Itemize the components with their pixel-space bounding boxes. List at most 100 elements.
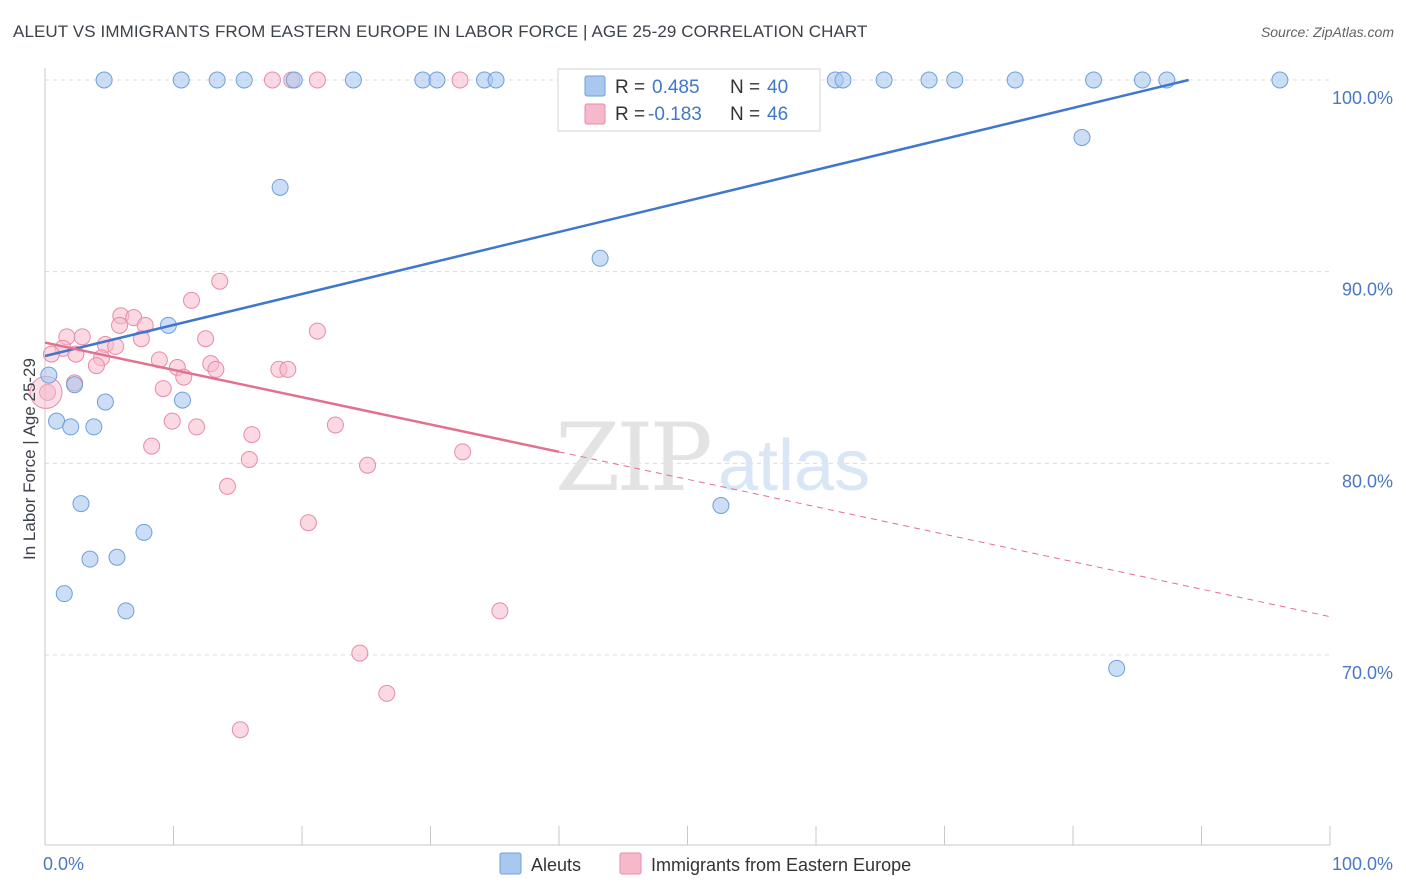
immigrant-point	[163, 412, 181, 430]
immigrant-point	[279, 360, 297, 378]
y-tick-label: 70.0%	[1342, 663, 1393, 683]
series-legend-label-aleuts: Aleuts	[531, 855, 581, 875]
legend-r-value-1: 0.485	[652, 77, 700, 98]
legend-r-label-1: R =	[615, 77, 645, 98]
chart-title: ALEUT VS IMMIGRANTS FROM EASTERN EUROPE …	[13, 22, 868, 41]
series-legend: Aleuts Immigrants from Eastern Europe	[499, 852, 911, 875]
aleut-point	[55, 585, 73, 603]
aleut-point	[285, 71, 303, 89]
series-legend-label-immigrants: Immigrants from Eastern Europe	[651, 855, 911, 875]
legend-n-label-2: N =	[730, 104, 760, 125]
aleut-point	[834, 71, 852, 89]
aleut-point	[95, 71, 113, 89]
legend-n-label-1: N =	[730, 77, 760, 98]
aleut-point	[108, 548, 126, 566]
aleut-point	[946, 71, 964, 89]
aleut-trend-line	[44, 78, 1189, 358]
immigrant-point	[87, 357, 105, 375]
immigrant-point	[231, 721, 249, 739]
series-legend-swatch-aleuts	[499, 852, 522, 875]
aleut-point	[487, 71, 505, 89]
aleut-point	[117, 602, 135, 620]
legend-r-label-2: R =	[615, 104, 645, 125]
aleut-point	[1271, 71, 1289, 89]
immigrant-point	[491, 602, 509, 620]
aleut-point	[208, 71, 226, 89]
aleut-point	[1006, 71, 1024, 89]
aleut-point	[1073, 129, 1091, 146]
x-tick-label: 100.0%	[1332, 854, 1393, 874]
aleut-point	[591, 249, 609, 267]
aleut-point	[1133, 71, 1151, 89]
aleut-point	[66, 376, 84, 394]
grid-lines	[45, 79, 1330, 656]
immigrant-point	[243, 426, 261, 444]
axes	[44, 68, 1331, 846]
immigrant-point	[454, 443, 472, 461]
aleut-point	[62, 418, 80, 436]
legend-r-value-2: -0.183	[648, 104, 702, 125]
immigrant-point	[351, 644, 369, 662]
immigrant-point	[111, 316, 129, 334]
immigrant-point	[263, 71, 281, 89]
immigrant-point	[197, 330, 215, 348]
y-axis-label: In Labor Force | Age 25-29	[20, 358, 39, 560]
aleut-point	[81, 550, 99, 568]
immigrant-point	[308, 322, 326, 340]
y-tick-labels: 70.0% 80.0% 90.0% 100.0%	[1332, 88, 1393, 683]
aleut-point	[428, 71, 446, 89]
series-legend-swatch-immigrants	[619, 852, 642, 875]
aleut-point	[1108, 659, 1126, 677]
y-tick-label: 100.0%	[1332, 88, 1393, 108]
immigrant-point	[207, 360, 225, 378]
immigrant-point	[188, 418, 206, 436]
aleut-point	[235, 71, 253, 89]
legend-n-value-1: 40	[767, 77, 788, 98]
immigrant-point	[308, 71, 326, 89]
aleut-point	[72, 495, 90, 513]
immigrant-point	[39, 383, 57, 401]
x-tick-labels: 0.0% 100.0%	[43, 854, 1393, 874]
legend-swatch-aleuts	[584, 75, 606, 97]
immigrant-point	[211, 272, 229, 290]
aleut-point	[271, 178, 289, 196]
trend-lines	[44, 78, 1331, 618]
immigrant-point	[359, 456, 377, 474]
immigrant-point	[154, 380, 172, 398]
watermark: ZIP atlas	[555, 404, 870, 513]
watermark-atlas: atlas	[718, 426, 870, 506]
aleut-point	[173, 391, 191, 409]
immigrant-point	[299, 514, 317, 532]
immigrant-point	[451, 71, 469, 89]
aleut-point	[875, 71, 893, 89]
aleut-point	[712, 497, 730, 514]
aleut-point	[172, 71, 190, 89]
immigrant-point	[143, 437, 161, 455]
watermark-zip: ZIP	[555, 404, 709, 513]
immigrant-point	[240, 451, 258, 468]
aleut-point	[414, 71, 432, 89]
aleut-points	[40, 71, 1289, 677]
y-tick-label: 90.0%	[1342, 280, 1393, 300]
aleut-point	[135, 523, 153, 541]
immigrant-trend-line	[44, 341, 560, 454]
aleut-point	[40, 366, 58, 384]
aleut-point	[1085, 71, 1103, 89]
stats-legend: R = 0.485 N = 40 R = -0.183 N = 46	[557, 68, 821, 132]
aleut-point	[96, 393, 114, 411]
immigrant-point	[378, 684, 396, 702]
source-credit: Source: ZipAtlas.com	[1260, 24, 1394, 40]
aleut-point	[85, 418, 103, 436]
aleut-point	[344, 71, 362, 89]
legend-n-value-2: 46	[767, 104, 788, 125]
immigrant-point	[326, 416, 344, 434]
immigrant-point	[218, 477, 236, 495]
legend-swatch-immigrants	[584, 103, 606, 125]
aleut-point	[920, 71, 938, 89]
y-tick-label: 80.0%	[1342, 471, 1393, 491]
immigrant-point	[182, 291, 200, 309]
aleut-point	[48, 412, 66, 430]
immigrant-point	[73, 328, 91, 346]
x-tick-label: 0.0%	[43, 854, 84, 874]
